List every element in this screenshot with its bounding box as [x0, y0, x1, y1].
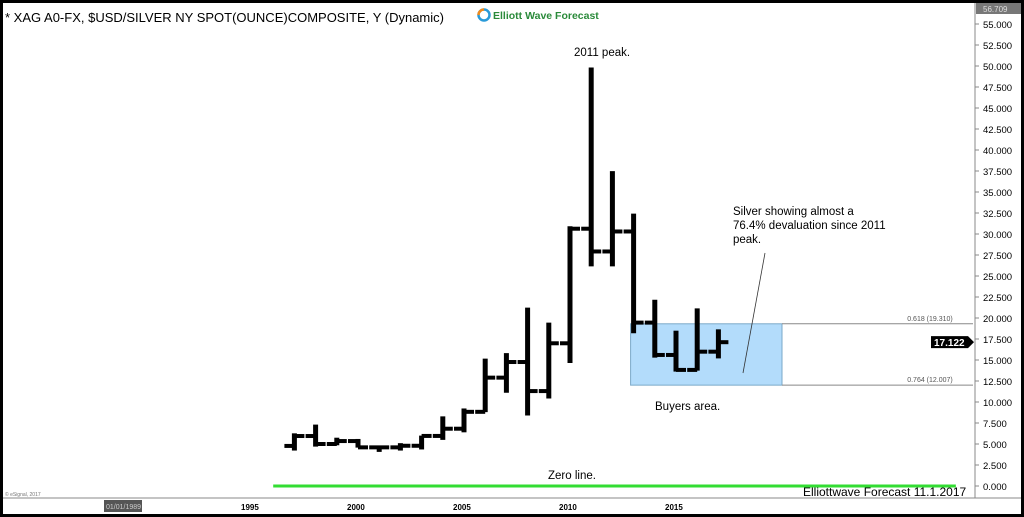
x-tick-label: 2015 [665, 503, 683, 512]
signature: Elliottwave Forecast 11.1.2017 [803, 485, 967, 499]
devaluation-annotation: peak. [733, 234, 761, 246]
annotation-pointer [742, 252, 766, 374]
y-tick-label: 40.000 [983, 146, 1012, 157]
y-tick-label: 52.500 [983, 41, 1012, 52]
y-tick-label: 27.500 [983, 251, 1012, 262]
x-tick-label: 1995 [241, 503, 259, 512]
y-top-label: 56.709 [983, 5, 1008, 14]
y-tick-label: 12.500 [983, 377, 1012, 388]
y-tick-label: 17.500 [983, 335, 1012, 346]
date-box-label: 01/01/1989 [106, 504, 141, 511]
y-tick-label: 22.500 [983, 293, 1012, 304]
ohlc-bars [284, 67, 729, 452]
annotations: 2011 peak. Silver showing almost a 76.4% d… [273, 47, 956, 488]
x-tick-label: 2000 [347, 503, 365, 512]
x-tick-label: 2010 [559, 503, 577, 512]
zero-annotation: Zero line. [548, 470, 596, 482]
devaluation-annotation: 76.4% devaluation since 2011 [733, 220, 886, 232]
devaluation-annotation: Silver showing almost a [733, 206, 854, 218]
last-price-marker [931, 336, 974, 349]
fib-764-label: 0.764 (12.007) [907, 377, 953, 384]
y-tick-label: 35.000 [983, 188, 1012, 199]
logo: Elliott Wave Forecast [477, 8, 599, 22]
y-tick-label: 47.500 [983, 83, 1012, 94]
y-top-box [976, 3, 1021, 14]
chart-title: * XAG A0-FX, $USD/SILVER NY SPOT(OUNCE)C… [5, 10, 444, 25]
logo-text: Elliott Wave Forecast [493, 10, 599, 22]
ohlc-chart: * XAG A0-FX, $USD/SILVER NY SPOT(OUNCE)C… [3, 3, 1021, 512]
copyright: © eSignal, 2017 [5, 491, 41, 498]
y-axis: 0.000 2.500 5.000 7.500 10.000 12.500 15.000 17… [931, 3, 1021, 493]
x-axis: 1995 2000 2005 2010 2015 [241, 503, 683, 512]
y-tick-label: 25.000 [983, 272, 1012, 283]
y-tick-label: 5.000 [983, 440, 1007, 451]
y-tick-label: 2.500 [983, 461, 1007, 472]
y-tick-label: 10.000 [983, 398, 1012, 409]
y-tick-label: 0.000 [983, 482, 1007, 493]
date-box[interactable] [104, 500, 142, 512]
y-tick-label: 7.500 [983, 419, 1007, 430]
peak-annotation: 2011 peak. [574, 47, 630, 59]
y-tick-label: 30.000 [983, 230, 1012, 241]
fib-618-label: 0.618 (19.310) [907, 316, 953, 323]
x-tick-label: 2005 [453, 503, 471, 512]
chart-frame: * XAG A0-FX, $USD/SILVER NY SPOT(OUNCE)C… [3, 3, 1021, 514]
y-tick-label: 45.000 [983, 104, 1012, 115]
buyers-annotation: Buyers area. [655, 401, 720, 413]
y-tick-label: 50.000 [983, 62, 1012, 73]
y-tick-label: 15.000 [983, 356, 1012, 367]
buyers-zone: 0.618 (19.310) 0.764 (12.007) [630, 316, 973, 386]
y-tick-label: 20.000 [983, 314, 1012, 325]
y-tick-label: 42.500 [983, 125, 1012, 136]
last-price-label: 17.122 [934, 338, 965, 349]
y-tick-label: 32.500 [983, 209, 1012, 220]
y-tick-label: 37.500 [983, 167, 1012, 178]
y-tick-label: 55.000 [983, 20, 1012, 31]
